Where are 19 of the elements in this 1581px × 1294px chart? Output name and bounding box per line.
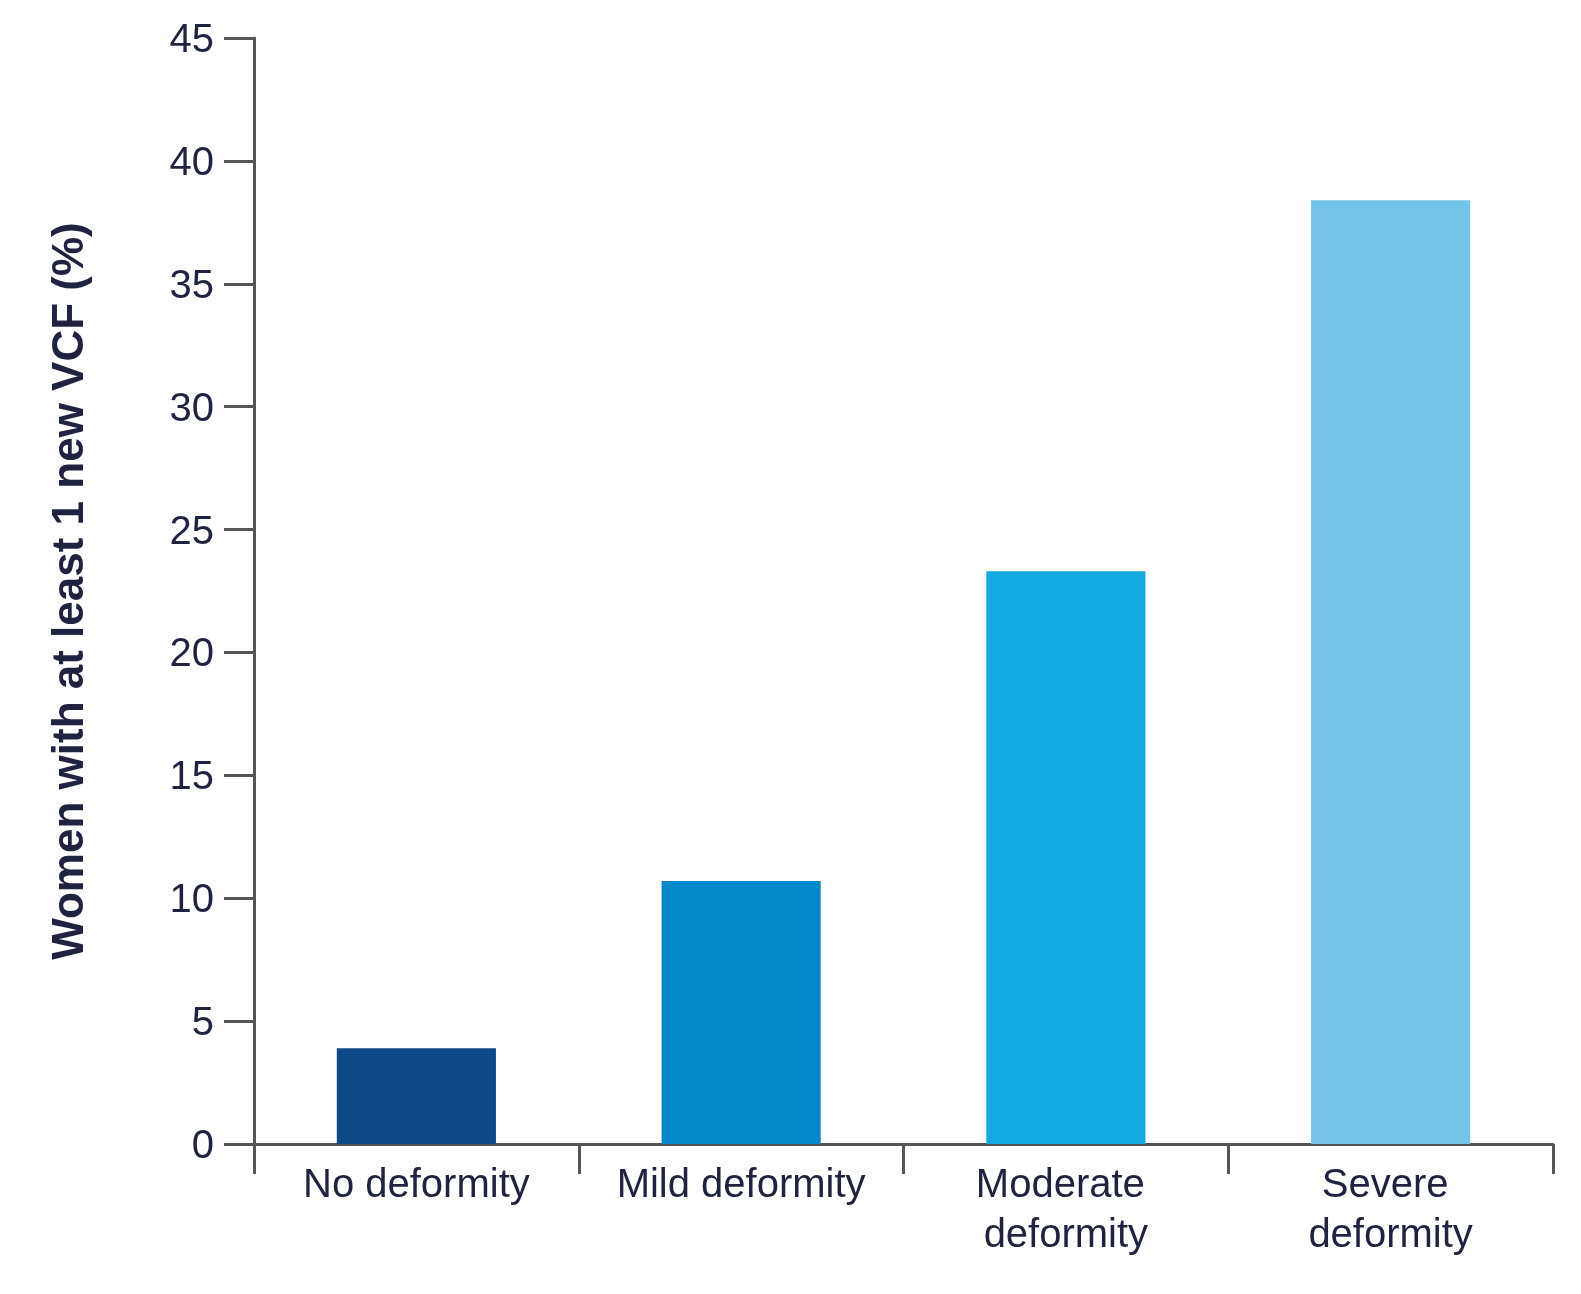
- y-tick-label: 10: [169, 876, 214, 921]
- bar: [336, 1048, 496, 1144]
- y-tick-label: 0: [191, 1122, 214, 1166]
- bar: [661, 881, 821, 1144]
- y-axis-title: Women with at least 1 new VCF (%): [42, 222, 92, 960]
- y-tick-label: 35: [169, 261, 214, 306]
- y-tick-label: 20: [169, 630, 214, 675]
- x-tick-label: No deformity: [303, 1161, 530, 1205]
- y-tick-label: 30: [169, 384, 214, 429]
- bar: [986, 571, 1146, 1144]
- x-tick-label: Mild deformity: [616, 1161, 866, 1205]
- y-tick-label: 5: [191, 999, 214, 1044]
- y-tick-label: 45: [169, 16, 214, 60]
- y-tick-label: 40: [169, 138, 214, 183]
- y-tick-label: 25: [169, 507, 214, 552]
- x-tick-label: Moderate deformity: [975, 1161, 1156, 1255]
- y-tick-label: 15: [169, 753, 214, 798]
- bar: [1311, 200, 1471, 1144]
- x-tick-label: Severe deformity: [1308, 1161, 1473, 1255]
